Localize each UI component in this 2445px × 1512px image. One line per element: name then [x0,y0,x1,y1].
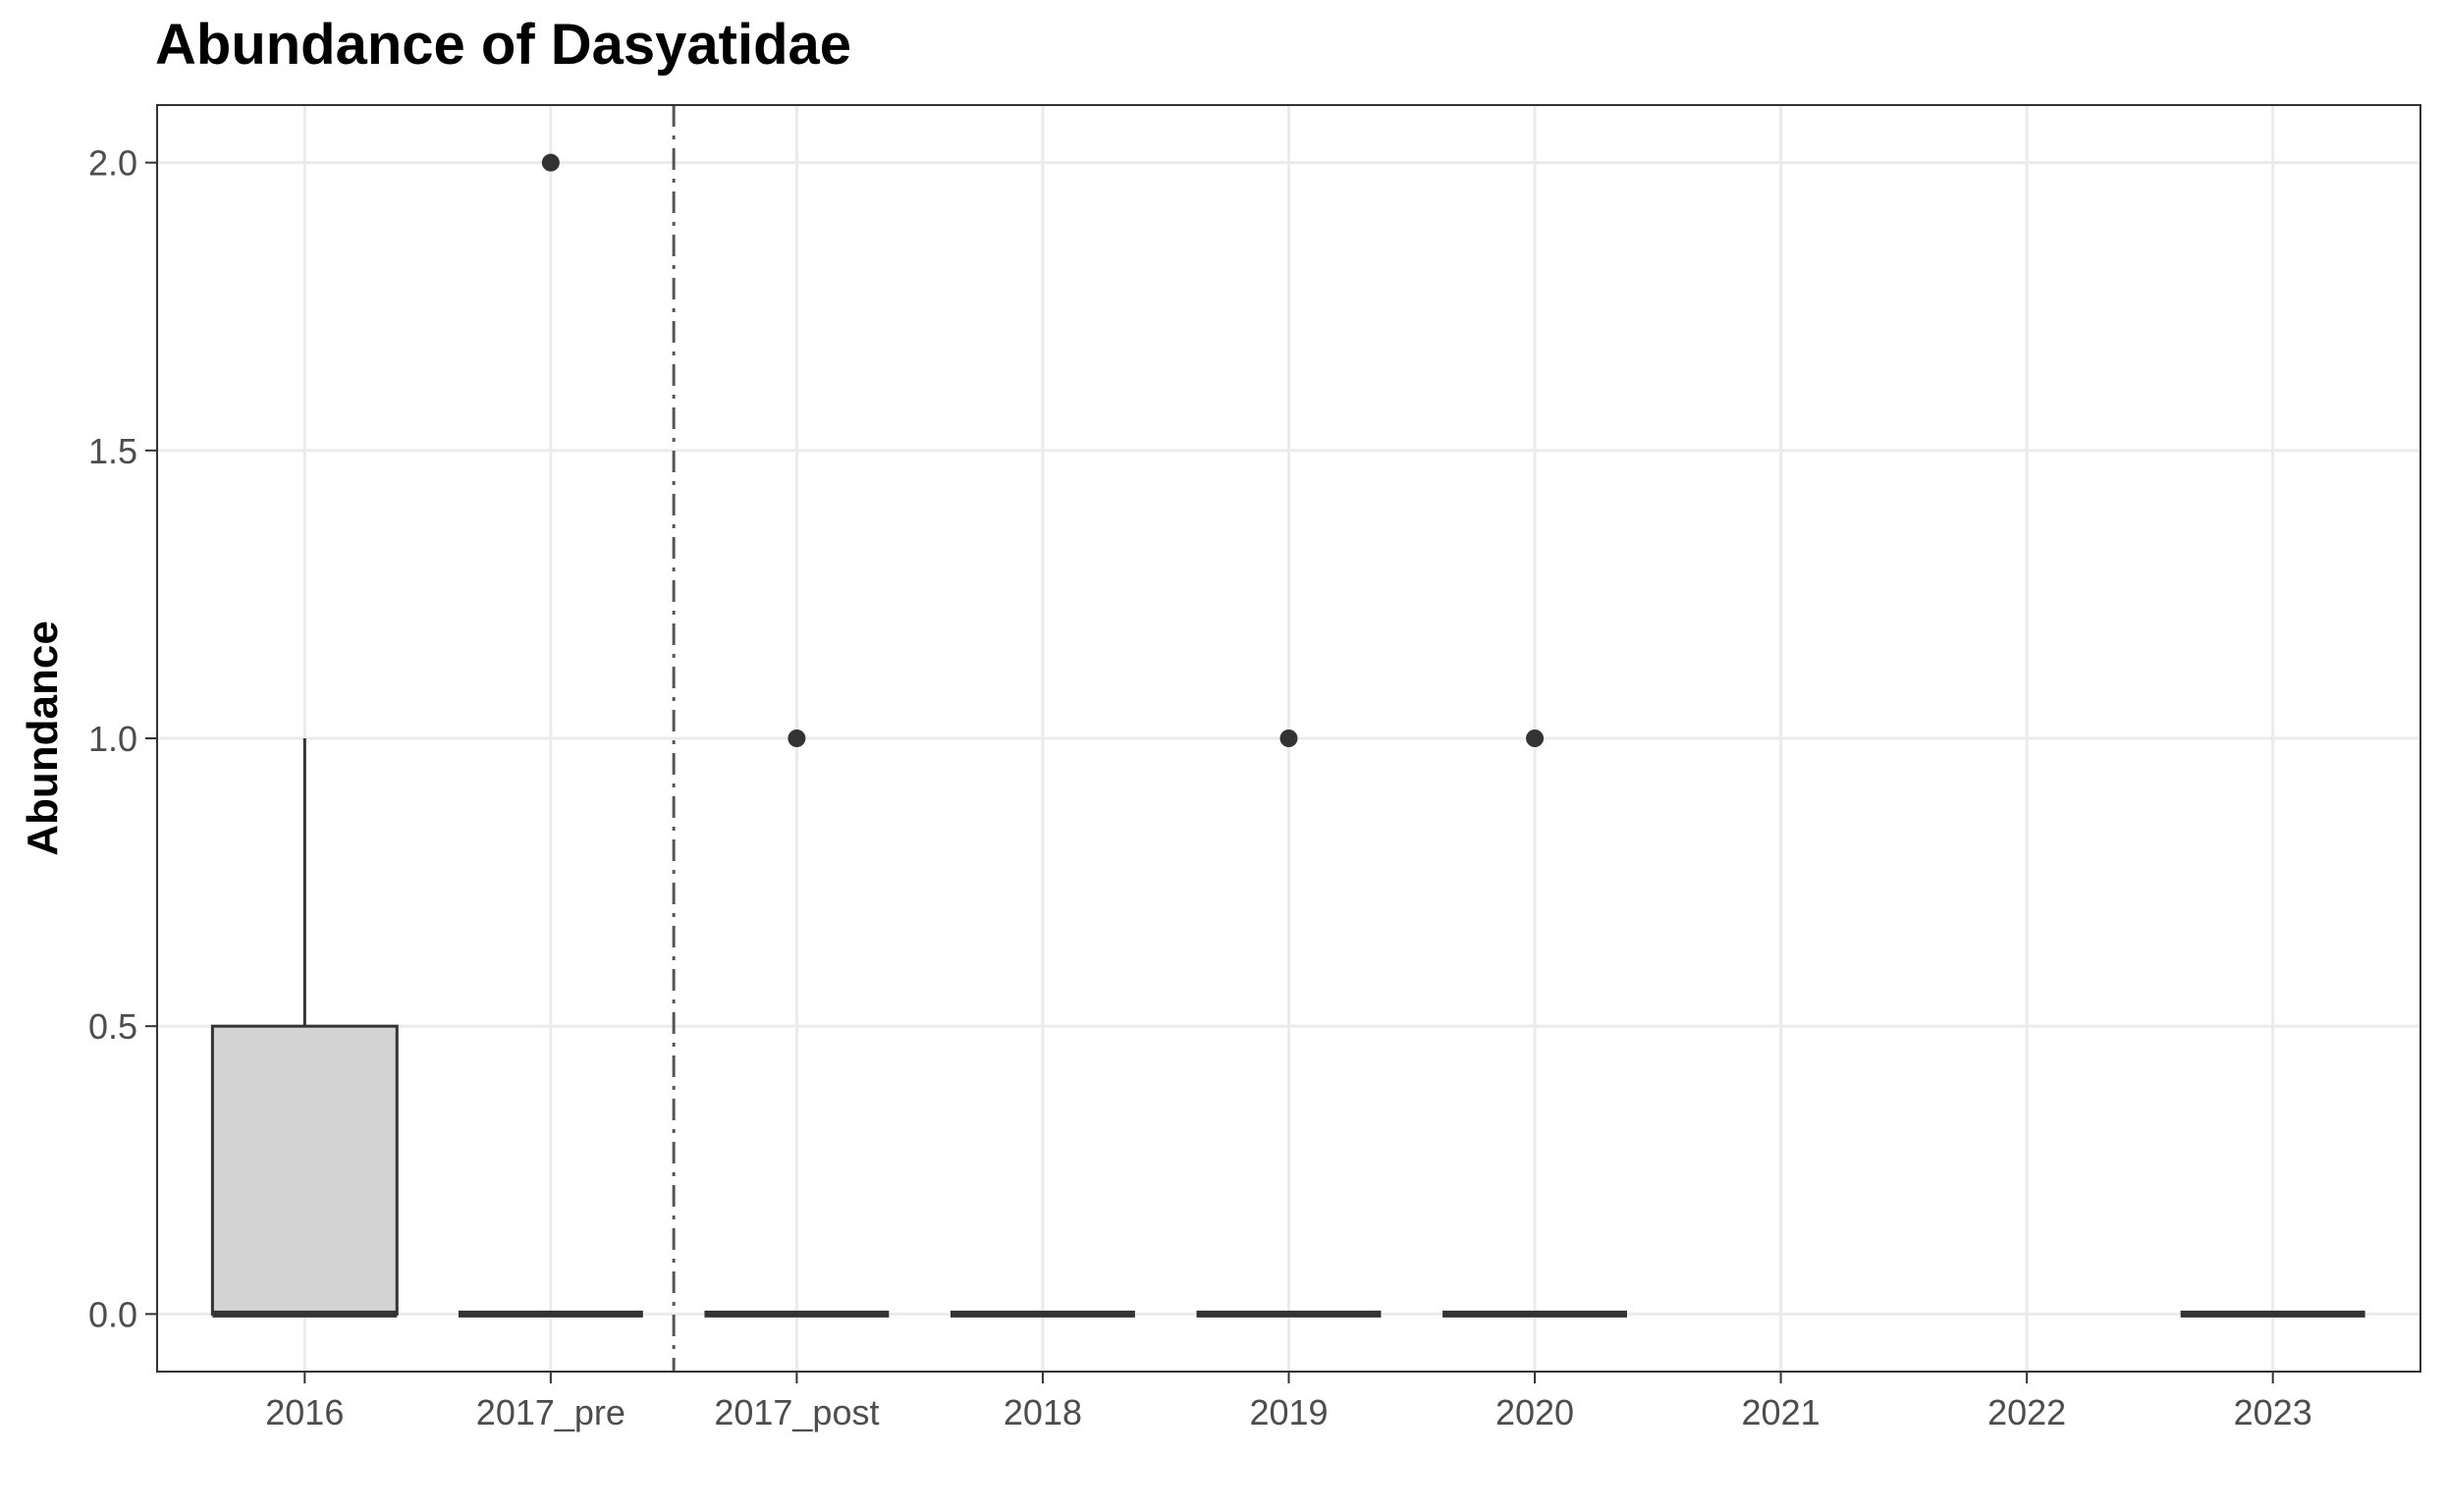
y-tick-label: 1.0 [88,719,137,759]
y-axis-title: Abundance [19,621,67,856]
axis-layer: 0.0 0.5 1.0 1.5 2.0 2016 2017_pre 2017_post 2018… [88,143,2312,1432]
x-tick-label: 2017_post [714,1392,879,1432]
outlier-point [1279,729,1298,747]
outlier-point [541,153,560,172]
x-tick-label: 2016 [265,1392,344,1432]
x-tick-label: 2017_pre [476,1392,625,1432]
y-tick-label: 0.0 [88,1294,137,1334]
x-tick-label: 2020 [1495,1392,1574,1432]
outlier-point [1526,729,1545,747]
x-tick-label: 2021 [1742,1392,1820,1432]
outlier-point [788,729,806,747]
box-iqr [210,1024,399,1316]
x-tick-label: 2022 [1987,1392,2066,1432]
y-tick-label: 1.5 [88,431,137,471]
x-tick-label: 2023 [2234,1392,2312,1432]
y-tick-label: 0.5 [88,1006,137,1047]
x-tick-label: 2018 [1004,1392,1082,1432]
box-layer [210,153,2365,1318]
chart-title: Abundance of Dasyatidae [155,13,852,77]
x-tick-label: 2019 [1249,1392,1328,1432]
y-tick-label: 2.0 [88,143,137,184]
